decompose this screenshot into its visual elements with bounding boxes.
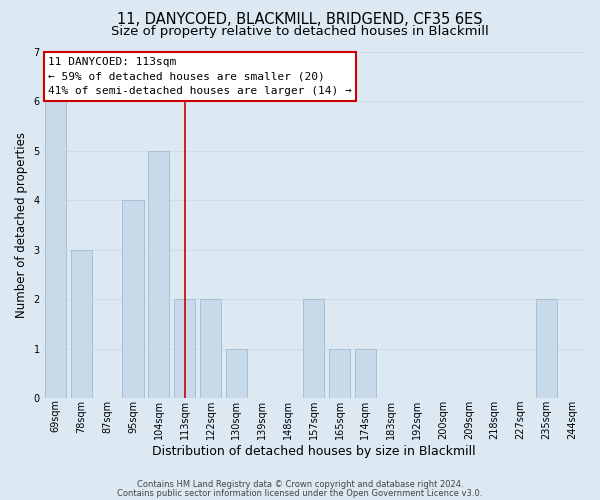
- Bar: [355, 348, 376, 398]
- Y-axis label: Number of detached properties: Number of detached properties: [15, 132, 28, 318]
- Text: 11 DANYCOED: 113sqm
← 59% of detached houses are smaller (20)
41% of semi-detach: 11 DANYCOED: 113sqm ← 59% of detached ho…: [48, 56, 352, 96]
- X-axis label: Distribution of detached houses by size in Blackmill: Distribution of detached houses by size …: [152, 444, 476, 458]
- Bar: [329, 348, 350, 398]
- Bar: [303, 299, 325, 398]
- Text: 11, DANYCOED, BLACKMILL, BRIDGEND, CF35 6ES: 11, DANYCOED, BLACKMILL, BRIDGEND, CF35 …: [117, 12, 483, 28]
- Bar: [148, 150, 169, 398]
- Bar: [71, 250, 92, 398]
- Bar: [226, 348, 247, 398]
- Bar: [200, 299, 221, 398]
- Text: Contains public sector information licensed under the Open Government Licence v3: Contains public sector information licen…: [118, 488, 482, 498]
- Text: Size of property relative to detached houses in Blackmill: Size of property relative to detached ho…: [111, 25, 489, 38]
- Bar: [536, 299, 557, 398]
- Bar: [45, 101, 66, 398]
- Bar: [122, 200, 143, 398]
- Bar: [174, 299, 195, 398]
- Text: Contains HM Land Registry data © Crown copyright and database right 2024.: Contains HM Land Registry data © Crown c…: [137, 480, 463, 489]
